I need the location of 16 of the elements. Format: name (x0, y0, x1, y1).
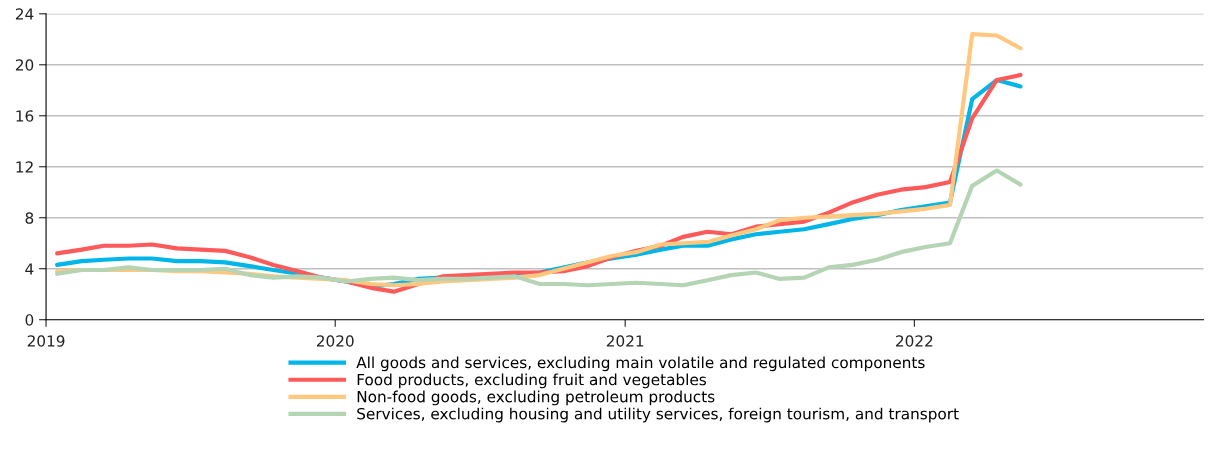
y-tick-label: 20 (15, 59, 34, 71)
x-tick-label: 2022 (896, 335, 933, 347)
x-tick-label: 2021 (606, 335, 644, 347)
y-tick-label: 8 (25, 212, 34, 224)
y-tick-label: 16 (16, 110, 34, 122)
y-tick-label: 24 (15, 8, 34, 20)
legend-label: Non-food goods, excluding petroleum products (357, 390, 715, 406)
legend-label: Food products, excluding fruit and vegetables (357, 373, 707, 389)
y-tick-label: 12 (16, 161, 33, 173)
y-tick-label: 4 (25, 263, 34, 275)
legend-label: Services, excluding housing and utility services, foreign tourism, and transport (357, 407, 959, 423)
x-tick-label: 2020 (316, 335, 354, 347)
line-series (55, 168, 1023, 288)
y-tick-label: 0 (25, 314, 34, 326)
legend-label: All goods and services, excluding main volatile and regulated components (356, 356, 925, 372)
x-tick-label: 2019 (27, 335, 65, 347)
